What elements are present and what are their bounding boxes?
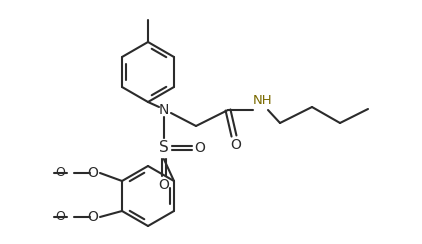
Text: O: O <box>195 141 206 155</box>
Text: O: O <box>88 210 98 224</box>
Text: O: O <box>55 211 65 224</box>
Text: O: O <box>159 178 170 192</box>
Text: O: O <box>88 166 98 180</box>
Text: N: N <box>159 103 169 117</box>
Text: O: O <box>55 166 65 180</box>
Text: O: O <box>230 138 241 152</box>
Text: S: S <box>159 141 169 155</box>
Text: NH: NH <box>253 94 273 108</box>
